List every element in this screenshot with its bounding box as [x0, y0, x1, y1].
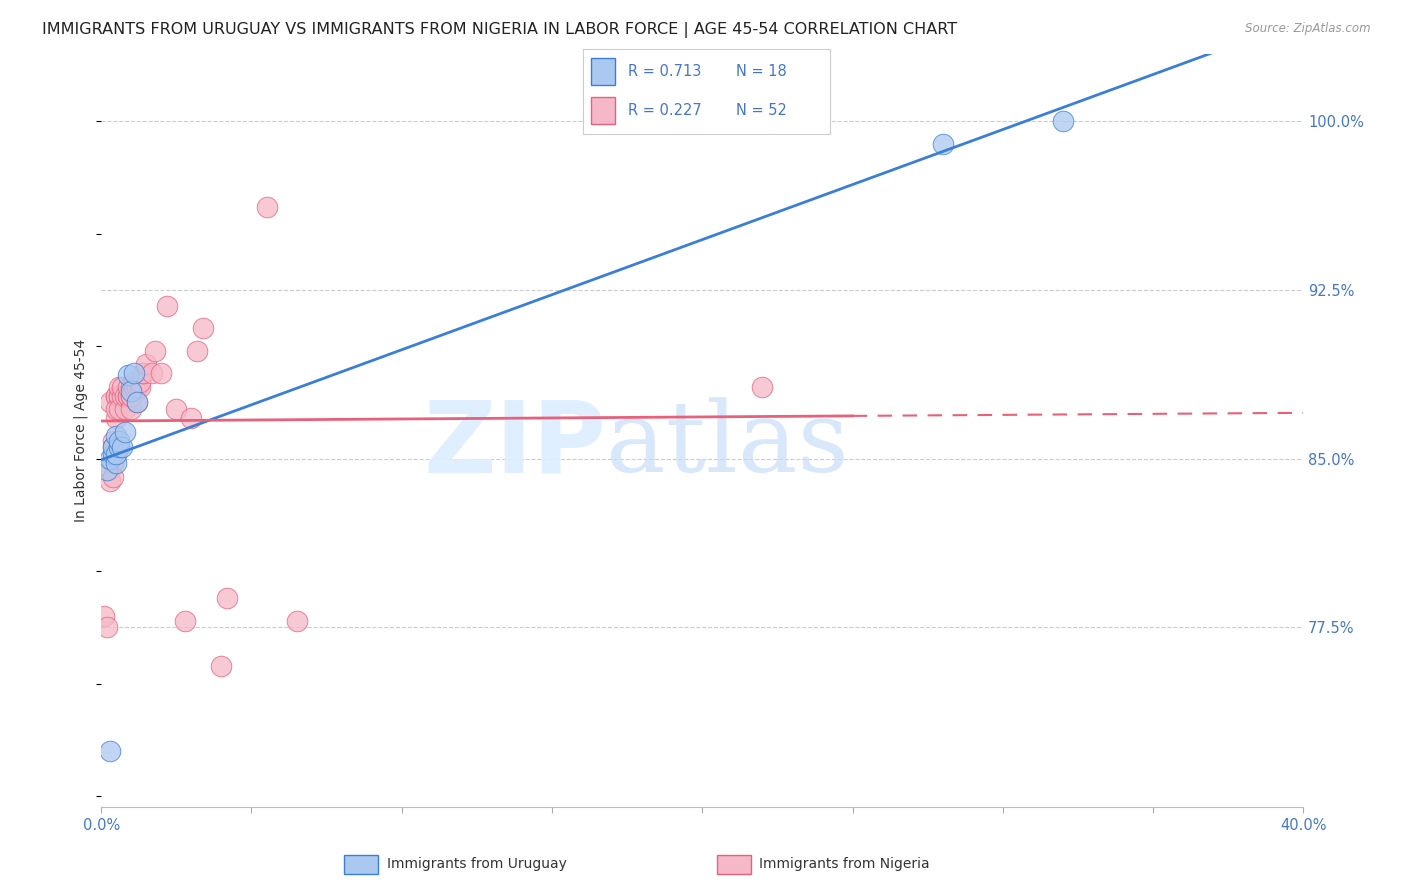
Point: [108, 440, 131, 454]
Text: N = 52: N = 52: [737, 103, 787, 118]
Point: [141, 366, 163, 380]
Point: [105, 429, 128, 443]
Point: [217, 591, 239, 605]
Point: [150, 366, 173, 380]
Point: [111, 379, 134, 393]
Point: [114, 388, 136, 402]
Point: [105, 411, 128, 425]
Text: Source: ZipAtlas.com: Source: ZipAtlas.com: [1246, 22, 1371, 36]
Point: [132, 366, 155, 380]
Point: [129, 379, 152, 393]
Point: [105, 456, 128, 470]
FancyBboxPatch shape: [591, 96, 616, 124]
Text: Immigrants from Uruguay: Immigrants from Uruguay: [387, 857, 567, 871]
Point: [103, 456, 125, 470]
Text: N = 18: N = 18: [737, 63, 787, 78]
Point: [156, 299, 179, 313]
Point: [135, 357, 157, 371]
Point: [114, 402, 136, 417]
Point: [105, 447, 128, 461]
Point: [108, 434, 131, 448]
Text: IMMIGRANTS FROM URUGUAY VS IMMIGRANTS FROM NIGERIA IN LABOR FORCE | AGE 45-54 CO: IMMIGRANTS FROM URUGUAY VS IMMIGRANTS FR…: [42, 22, 957, 38]
Point: [120, 402, 142, 417]
Text: Immigrants from Nigeria: Immigrants from Nigeria: [759, 857, 929, 871]
Point: [105, 402, 128, 417]
Point: [105, 388, 128, 402]
Text: R = 0.227: R = 0.227: [627, 103, 702, 118]
Point: [120, 384, 142, 398]
Point: [103, 469, 125, 483]
Point: [117, 379, 139, 393]
Point: [108, 388, 131, 402]
Point: [98, 474, 121, 488]
Point: [103, 434, 125, 448]
Point: [105, 388, 128, 402]
Point: [111, 388, 134, 402]
Point: [180, 411, 202, 425]
Point: [96, 620, 118, 634]
Point: [120, 379, 142, 393]
Point: [165, 402, 187, 417]
Point: [98, 451, 121, 466]
Point: [127, 395, 149, 409]
Point: [193, 321, 215, 335]
Point: [132, 366, 155, 380]
Point: [103, 440, 125, 454]
Point: [143, 343, 166, 358]
Point: [103, 440, 125, 454]
Point: [1052, 114, 1074, 128]
Text: ZIP: ZIP: [423, 397, 606, 494]
Point: [98, 395, 121, 409]
Point: [127, 379, 149, 393]
Point: [108, 379, 131, 393]
Text: atlas: atlas: [606, 398, 849, 493]
Point: [124, 375, 146, 389]
Point: [117, 368, 139, 383]
Point: [103, 447, 125, 461]
Point: [98, 463, 121, 477]
Point: [105, 447, 128, 461]
Point: [124, 366, 146, 380]
Point: [120, 388, 142, 402]
Point: [98, 744, 121, 758]
Point: [174, 614, 197, 628]
Point: [111, 440, 134, 454]
Point: [117, 388, 139, 402]
Point: [117, 388, 139, 402]
Point: [186, 343, 208, 358]
Point: [93, 609, 115, 624]
Point: [751, 379, 773, 393]
Point: [108, 388, 131, 402]
Point: [124, 379, 146, 393]
Point: [108, 402, 131, 417]
Point: [127, 395, 149, 409]
Point: [120, 388, 142, 402]
Point: [211, 658, 233, 673]
Point: [114, 425, 136, 439]
Point: [285, 614, 308, 628]
Y-axis label: In Labor Force | Age 45-54: In Labor Force | Age 45-54: [73, 339, 89, 522]
Point: [256, 200, 278, 214]
Text: R = 0.713: R = 0.713: [627, 63, 702, 78]
Point: [96, 463, 118, 477]
Point: [932, 136, 955, 151]
FancyBboxPatch shape: [591, 58, 616, 85]
Point: [129, 375, 152, 389]
